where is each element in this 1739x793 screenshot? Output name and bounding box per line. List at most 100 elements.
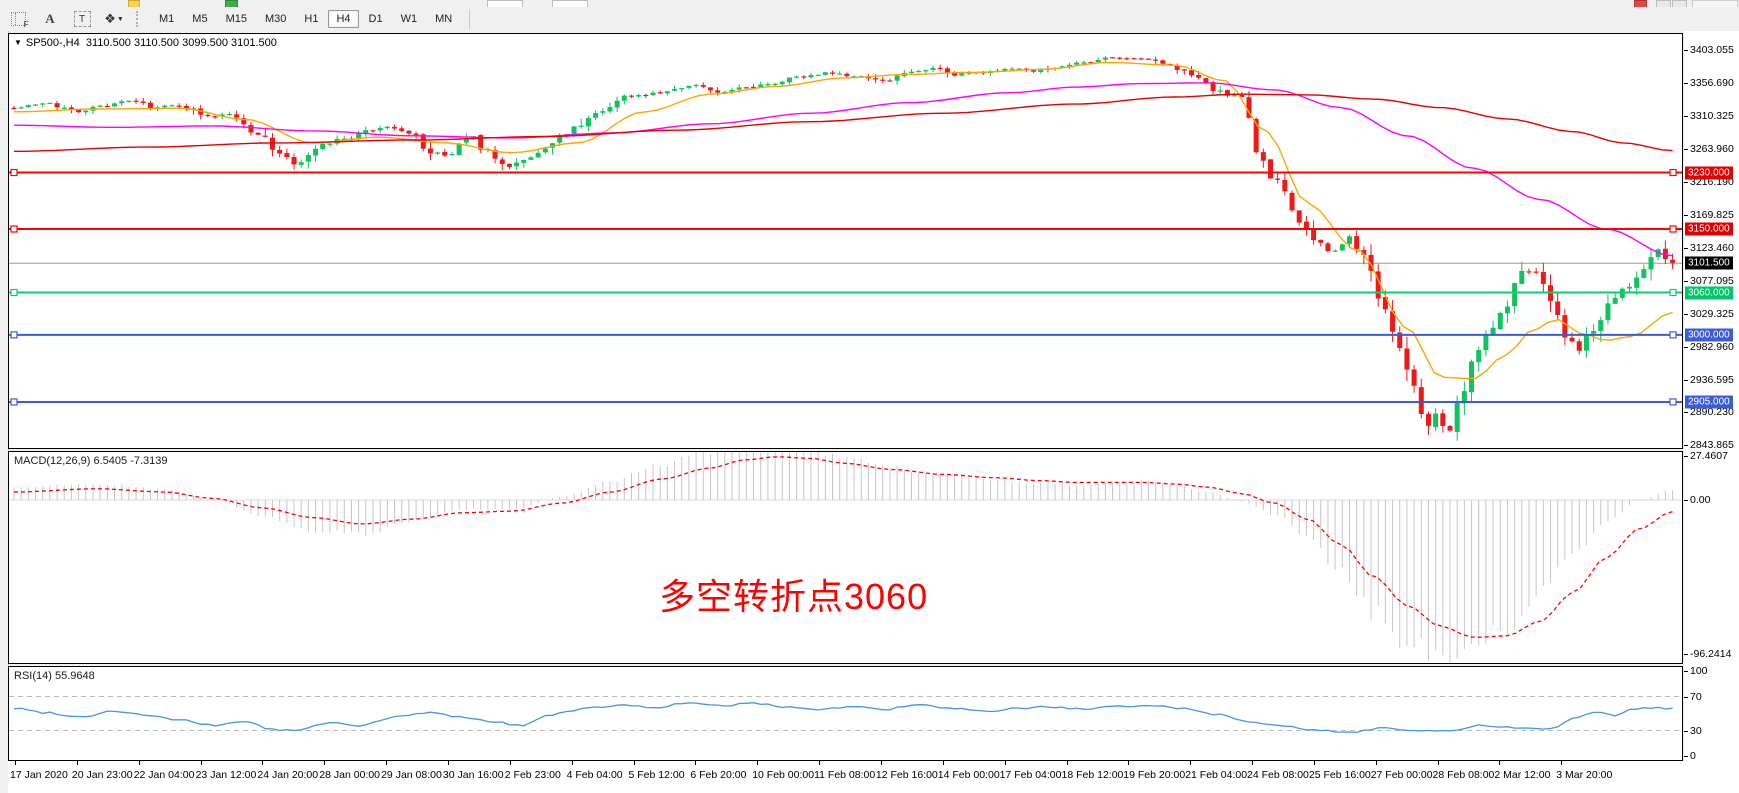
time-tick-mark: [1128, 761, 1130, 765]
hline-handle[interactable]: [10, 398, 18, 406]
timeframe-button-w1[interactable]: W1: [400, 13, 418, 25]
chart-title-quotes: 3110.500 3110.500 3099.500 3101.500: [85, 37, 277, 49]
text-label-button[interactable]: T: [71, 8, 93, 30]
macd-chart-surface[interactable]: [9, 452, 1682, 663]
timeframe-button-m15[interactable]: M15: [225, 13, 247, 25]
time-tick-label: 30 Jan 16:00: [442, 769, 504, 781]
timeframe-button-d1[interactable]: D1: [368, 13, 383, 25]
time-tick-mark: [757, 761, 759, 765]
price-tag-3230: 3230.000: [1685, 166, 1733, 179]
time-tick-mark: [76, 761, 78, 765]
timeframe-button-m1[interactable]: M1: [159, 13, 175, 25]
time-tick-label: 20 Jan 23:00: [71, 769, 133, 781]
macd-signal-line: [13, 456, 1673, 638]
hline-handle[interactable]: [1669, 168, 1677, 177]
rsi-label: RSI(14) 55.9648: [14, 670, 95, 682]
rsi-tick-mark: [1684, 671, 1688, 672]
price-tick-mark: [1684, 50, 1688, 52]
time-tick-mark: [1313, 761, 1315, 765]
time-tick-label: 6 Feb 20:00: [690, 769, 747, 781]
rsi-chart-surface[interactable]: [9, 667, 1682, 760]
rsi-tick-mark: [1684, 696, 1688, 698]
macd-value-signal: -7.3139: [130, 455, 168, 467]
hline-handle[interactable]: [10, 225, 18, 233]
macd-panel[interactable]: MACD(12,26,9) 6.5405 -7.3139 多空转折点3060: [8, 451, 1683, 664]
ma_mid-line[interactable]: [13, 82, 1673, 257]
rsi-tick-label: 100: [1690, 665, 1708, 677]
time-tick-mark: [324, 761, 326, 765]
current-price-tag: 3101.500: [1685, 256, 1733, 270]
timeframe-toolbar: M1 M5 M15 M30 H1 H4 D1 W1 MN: [150, 10, 461, 28]
toolbar: F A T ❖ ▼ M1 M5 M15 M30 H1 H4 D1 W1 MN: [0, 7, 1739, 31]
time-tick-label: 28 Feb 08:00: [1432, 769, 1495, 781]
macd-tick-label: 27.4607: [1690, 450, 1728, 463]
time-tick-mark: [1561, 761, 1563, 765]
timeframe-button-mn[interactable]: MN: [435, 13, 453, 25]
toolbar-grip[interactable]: [136, 11, 142, 27]
macd-tick-label: -96.2414: [1690, 647, 1732, 660]
timeframe-button-m5[interactable]: M5: [192, 13, 208, 25]
grid-f-icon: F: [10, 12, 29, 29]
ma_fast-line[interactable]: [13, 61, 1673, 380]
time-tick-mark: [1375, 761, 1377, 765]
time-tick-mark: [819, 761, 821, 765]
price-tick-label: 2936.595: [1690, 373, 1734, 386]
time-tick-mark: [1004, 761, 1006, 765]
symbol-dropdown-icon[interactable]: ▼: [14, 38, 22, 47]
time-tick-label: 3 Mar 20:00: [1556, 769, 1613, 781]
text-label-icon: T: [73, 11, 91, 27]
macd-tick-label: 0.00: [1690, 494, 1711, 506]
chart-title-symbol: SP500-,H4: [25, 37, 80, 49]
timeframe-button-m30[interactable]: M30: [264, 13, 287, 25]
shapes-icon: ❖: [104, 11, 116, 26]
hline-handle[interactable]: [1669, 331, 1677, 339]
time-tick-label: 10 Feb 00:00: [752, 769, 815, 781]
rsi-tick-label: 30: [1690, 724, 1702, 737]
grid-settings-button[interactable]: F: [7, 8, 29, 30]
hline-handle[interactable]: [10, 288, 18, 297]
time-tick-mark: [1190, 761, 1192, 765]
macd-tick-mark: [1684, 653, 1688, 655]
time-tick-label: 14 Feb 00:00: [937, 769, 1000, 781]
price-tag-3000: 3000.000: [1685, 328, 1733, 342]
time-tick-label: 11 Feb 08:00: [814, 769, 876, 781]
rsi-name: RSI(14): [14, 670, 52, 682]
dropdown-arrow-icon: ▼: [116, 15, 124, 23]
price-tick-mark: [1684, 412, 1688, 414]
price-tick-mark: [1684, 247, 1688, 249]
price-tag-3060: 3060.000: [1685, 286, 1733, 299]
time-tick-mark: [138, 761, 140, 765]
hline-handle[interactable]: [1669, 398, 1677, 406]
toolbar-separator: [469, 9, 471, 29]
hline-handle[interactable]: [10, 331, 18, 339]
price-tick-label: 3263.960: [1690, 142, 1734, 155]
time-tick-label: 17 Jan 2020: [10, 769, 68, 781]
pivot-annotation[interactable]: 多空转折点3060: [659, 576, 929, 617]
main-chart-panel[interactable]: ▼ SP500-,H4 3110.500 3110.500 3099.500 31…: [8, 33, 1683, 449]
timeframe-button-h1[interactable]: H1: [304, 13, 319, 25]
hline-handle[interactable]: [1669, 288, 1677, 297]
ma_slow-line[interactable]: [14, 93, 1673, 152]
time-tick-label: 4 Feb 04:00: [566, 769, 623, 781]
timeframe-button-h4[interactable]: H4: [328, 10, 359, 28]
price-axis[interactable]: 3403.055 3356.690 3310.325 3263.960 3216.190…: [1684, 31, 1739, 762]
time-tick-label: 5 Feb 12:00: [628, 769, 685, 781]
candlestick-chart-surface[interactable]: [9, 34, 1682, 448]
hline-handle[interactable]: [10, 168, 18, 177]
price-tick-mark: [1684, 280, 1688, 282]
time-tick-mark: [942, 761, 944, 765]
time-tick-label: 17 Feb 04:00: [999, 769, 1062, 781]
time-axis[interactable]: 17 Jan 2020 20 Jan 23:00 22 Jan 04:00 23 Ja…: [8, 761, 1739, 793]
insert-text-button[interactable]: A: [39, 8, 61, 30]
geometric-shapes-button[interactable]: ❖ ▼: [103, 8, 125, 30]
time-tick-label: 21 Feb 04:00: [1185, 769, 1248, 781]
hline-handle[interactable]: [1669, 225, 1677, 233]
rsi-panel[interactable]: RSI(14) 55.9648: [8, 666, 1683, 761]
price-tick-label: 3123.460: [1690, 241, 1734, 254]
price-tick-mark: [1684, 182, 1688, 184]
price-tick-label: 3403.055: [1690, 44, 1734, 57]
price-tick-label: 2982.960: [1690, 340, 1734, 353]
time-tick-mark: [633, 761, 635, 765]
price-tag-2905: 2905.000: [1685, 395, 1733, 409]
